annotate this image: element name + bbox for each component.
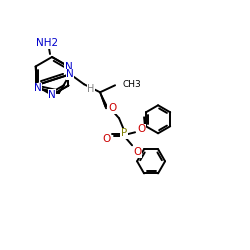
Text: O: O [108, 103, 116, 113]
Polygon shape [100, 92, 107, 106]
Text: N: N [34, 83, 42, 93]
Text: CH3: CH3 [122, 80, 141, 89]
Text: N: N [48, 90, 56, 100]
Text: NH2: NH2 [36, 38, 58, 48]
Text: O: O [102, 134, 110, 144]
Text: N: N [64, 62, 72, 72]
Text: N: N [66, 69, 74, 79]
Text: O: O [133, 147, 141, 157]
Text: P: P [121, 128, 127, 138]
Text: O: O [137, 124, 145, 134]
Text: H: H [88, 84, 95, 94]
